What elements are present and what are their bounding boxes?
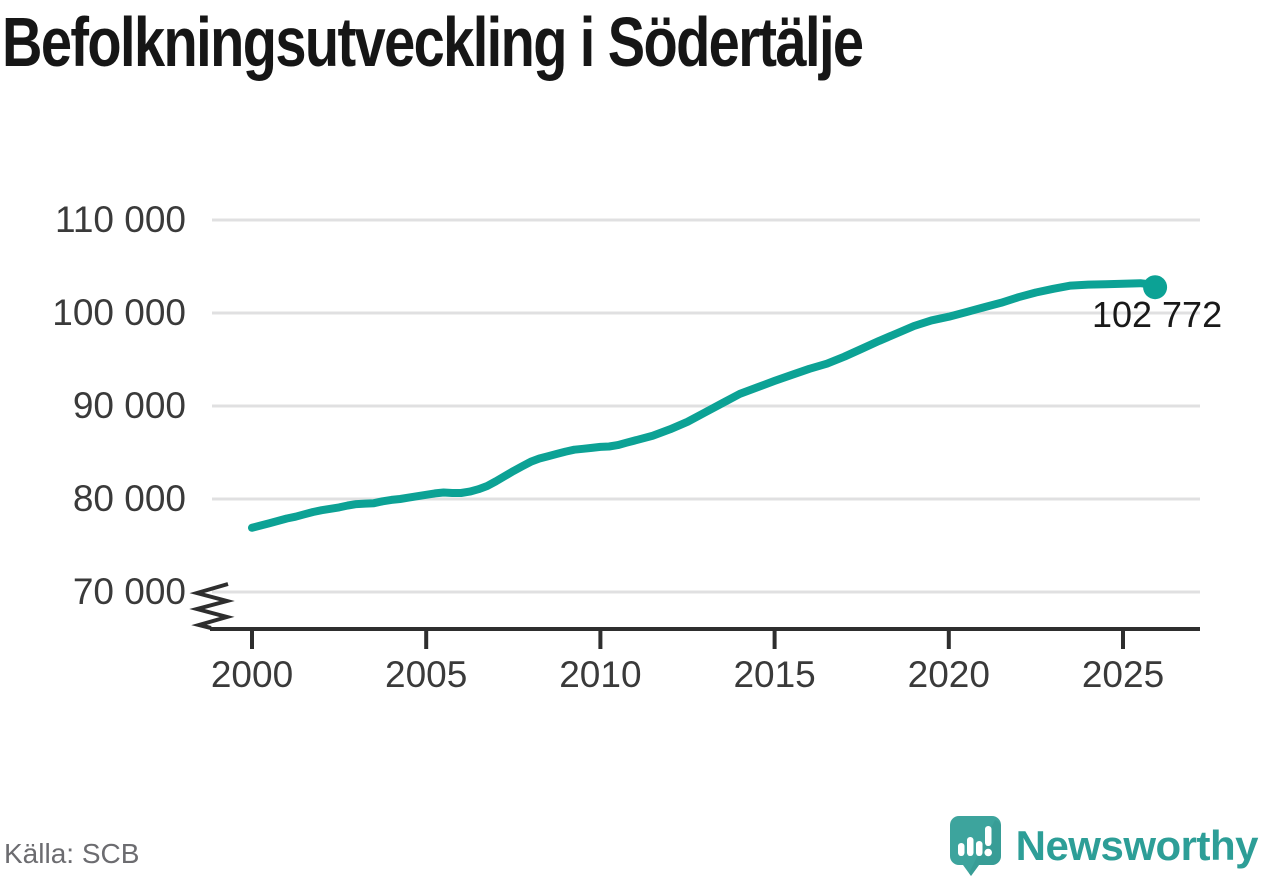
x-tick-label: 2005	[385, 654, 468, 695]
x-tick-label: 2015	[733, 654, 816, 695]
y-tick-label: 80 000	[72, 478, 186, 519]
y-axis-break-icon	[189, 582, 235, 630]
x-tick-label: 2000	[210, 654, 294, 695]
x-tick-label: 2010	[559, 654, 642, 695]
population-line-series	[248, 279, 1160, 532]
x-tick-label: 2025	[1081, 654, 1165, 695]
y-tick-label: 90 000	[72, 385, 186, 426]
newsworthy-logo-icon	[949, 816, 1001, 876]
newsworthy-wordmark: Newsworthy	[1015, 822, 1259, 869]
latest-value-label: 102 772	[1091, 294, 1223, 336]
gridlines	[212, 218, 1200, 594]
brand-logo: Newsworthy	[949, 814, 1259, 878]
y-tick-label: 100 000	[52, 292, 186, 333]
y-tick-label: 110 000	[55, 199, 186, 240]
x-axis-ticks	[250, 630, 1125, 649]
latest-point-dot	[1143, 275, 1168, 300]
source-note: Källa: SCB	[4, 838, 140, 869]
chart-title: Befolkningsutveckling i Södertälje	[2, 3, 864, 81]
y-tick-label: 70 000	[72, 571, 186, 612]
x-tick-label: 2020	[907, 654, 990, 695]
